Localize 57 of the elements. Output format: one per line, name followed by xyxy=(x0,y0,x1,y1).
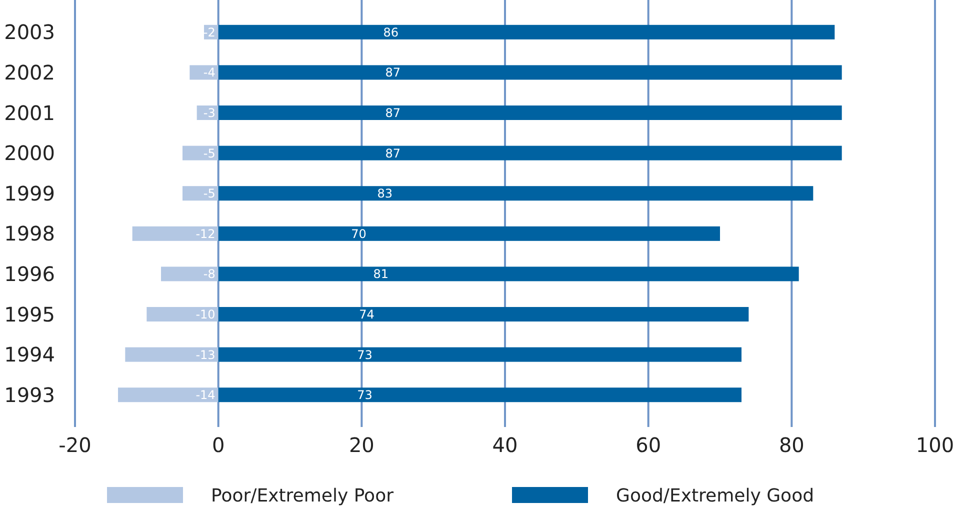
data-label: -3 xyxy=(203,106,216,120)
bar xyxy=(218,105,842,120)
data-label: 83 xyxy=(377,186,393,201)
bar xyxy=(218,306,749,322)
x-tick-label: 20 xyxy=(348,433,374,457)
y-tick-label: 1995 xyxy=(4,302,55,326)
bar xyxy=(125,347,218,362)
bar xyxy=(118,388,218,402)
y-tick-label: 2003 xyxy=(4,20,55,44)
bar xyxy=(146,306,218,322)
data-label: -2 xyxy=(203,25,216,40)
data-label: 87 xyxy=(385,106,401,120)
data-label: 87 xyxy=(385,146,401,160)
data-label: -13 xyxy=(196,348,216,362)
x-tick-label: 80 xyxy=(778,433,804,457)
y-tick-label: 1993 xyxy=(4,382,55,407)
y-tick-label: 1996 xyxy=(4,262,55,286)
bar xyxy=(218,65,842,80)
y-tick-label: 2002 xyxy=(4,60,55,84)
bar xyxy=(182,146,218,160)
y-tick-label: 1999 xyxy=(4,181,55,206)
bar xyxy=(218,226,720,241)
bar xyxy=(161,266,218,282)
bar xyxy=(218,24,835,40)
legend-label: Good/Extremely Good xyxy=(616,485,814,506)
data-label: -5 xyxy=(203,186,216,201)
data-label: -4 xyxy=(203,66,216,80)
data-label: -5 xyxy=(203,146,216,160)
legend-label: Poor/Extremely Poor xyxy=(211,485,394,506)
bar xyxy=(218,186,814,201)
x-tick-label: -20 xyxy=(58,433,92,457)
bar xyxy=(182,186,218,201)
y-tick-label: 2000 xyxy=(4,141,55,166)
y-tick-label: 2001 xyxy=(4,100,55,125)
x-tick-label: 0 xyxy=(212,433,225,457)
data-label: 70 xyxy=(351,226,366,241)
data-label: 74 xyxy=(359,307,374,322)
data-label: -14 xyxy=(196,388,216,402)
data-label: 73 xyxy=(357,348,372,362)
y-tick-label: 1998 xyxy=(4,222,55,246)
data-label: -10 xyxy=(196,307,216,322)
x-tick-label: 100 xyxy=(916,433,954,457)
x-tick-label: 60 xyxy=(636,433,662,457)
bar xyxy=(218,266,799,282)
data-label: -12 xyxy=(196,226,216,241)
x-tick-label: 40 xyxy=(492,433,518,457)
data-label: 86 xyxy=(383,25,399,40)
bar xyxy=(218,347,742,362)
data-label: 87 xyxy=(385,66,401,80)
bar xyxy=(190,65,218,80)
bar xyxy=(218,146,842,160)
data-label: -8 xyxy=(203,267,216,282)
data-label: 81 xyxy=(373,267,389,282)
y-tick-label: 1994 xyxy=(4,342,55,367)
bar xyxy=(132,226,218,241)
data-label: 73 xyxy=(357,388,372,402)
bar xyxy=(218,388,742,402)
